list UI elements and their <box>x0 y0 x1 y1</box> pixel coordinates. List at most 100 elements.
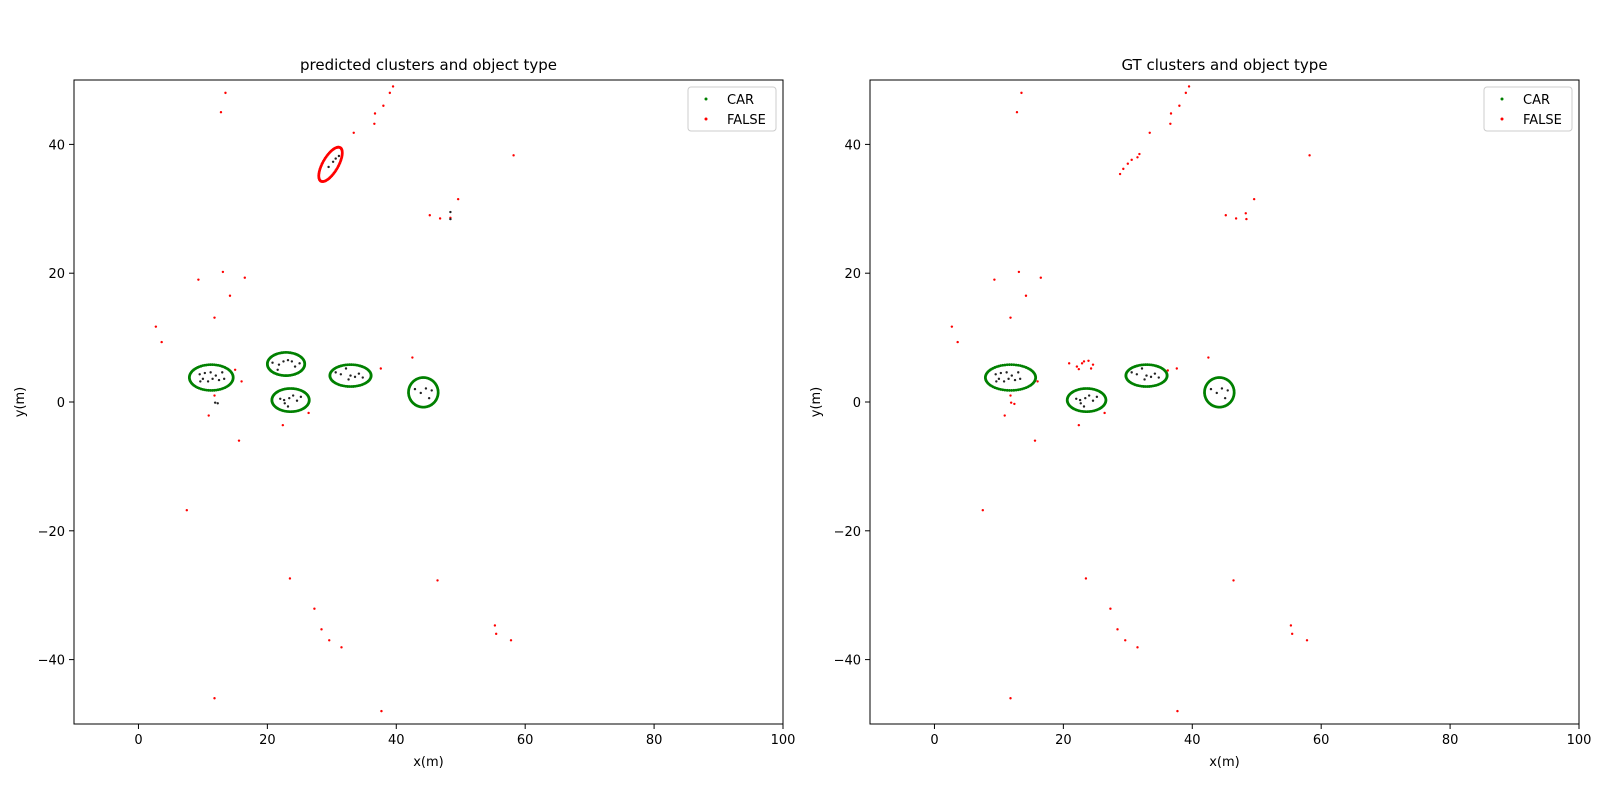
data-point <box>493 624 497 627</box>
data-point <box>1109 607 1112 610</box>
x-tick-label: 0 <box>930 733 938 748</box>
data-point <box>512 154 515 157</box>
data-point <box>224 91 227 95</box>
data-point <box>1020 91 1023 95</box>
series-cluster-points <box>198 154 452 408</box>
data-point <box>1153 372 1157 375</box>
data-point <box>340 646 343 649</box>
data-point <box>320 628 323 631</box>
data-point <box>291 394 295 397</box>
x-tick-label: 20 <box>1055 733 1072 748</box>
data-point <box>1077 367 1081 371</box>
data-point <box>1075 365 1079 368</box>
data-point <box>1089 367 1093 370</box>
data-point <box>1215 391 1218 395</box>
data-point <box>1095 395 1099 399</box>
data-point <box>1138 152 1141 156</box>
data-point <box>1033 439 1037 442</box>
data-point <box>981 508 984 512</box>
data-point <box>1013 378 1017 382</box>
data-point <box>328 639 331 642</box>
legend-box <box>687 86 777 132</box>
chart-panel-1: predicted clusters and object type 0 20 40 6… <box>13 56 795 770</box>
data-point <box>209 371 212 374</box>
data-point <box>1130 371 1133 374</box>
cluster-point <box>1104 397 1108 401</box>
cluster-point <box>1014 363 1018 367</box>
data-point <box>994 373 997 376</box>
data-point <box>1124 639 1127 642</box>
data-point <box>382 104 385 107</box>
data-point <box>1010 374 1013 377</box>
data-point <box>216 402 219 405</box>
data-point <box>1244 212 1247 215</box>
cluster-point <box>338 145 341 149</box>
data-point <box>1024 294 1028 297</box>
data-point <box>1082 405 1086 408</box>
data-point <box>1178 104 1181 107</box>
data-point <box>271 361 274 364</box>
x-tick-label: 0 <box>134 733 142 748</box>
x-tick-label: 100 <box>771 733 796 748</box>
y-tick-label: 0 <box>853 396 861 411</box>
data-point <box>1082 360 1086 363</box>
cluster-point <box>1001 363 1005 367</box>
cluster-point <box>1232 389 1236 393</box>
data-point <box>1080 362 1084 365</box>
data-point <box>243 276 246 279</box>
legend-label: FALSE <box>1523 113 1562 128</box>
data-point <box>1077 423 1081 427</box>
data-point <box>361 376 364 379</box>
data-point <box>494 632 498 636</box>
data-point <box>379 367 382 370</box>
data-point <box>203 371 207 375</box>
data-point <box>240 380 243 383</box>
data-point <box>391 85 395 88</box>
data-point <box>1308 154 1311 157</box>
cluster-outline-car <box>407 376 440 409</box>
data-point <box>217 378 221 382</box>
cluster-point <box>1010 363 1014 367</box>
cluster-outline-car <box>1203 376 1236 409</box>
legend-item: CAR <box>704 93 754 108</box>
cluster-point <box>1018 387 1022 391</box>
data-point <box>1009 316 1012 319</box>
x-tick-label: 40 <box>1184 733 1201 748</box>
data-point <box>197 278 200 281</box>
legend-marker <box>704 117 708 121</box>
data-point <box>997 377 1001 381</box>
series-false <box>154 85 515 713</box>
cluster-outline-car <box>328 363 373 388</box>
data-point <box>1169 112 1173 115</box>
data-point <box>1187 85 1191 88</box>
cluster-outline-car <box>270 387 311 414</box>
data-point <box>436 579 439 582</box>
data-point <box>1009 394 1012 397</box>
data-point <box>286 358 290 362</box>
data-point <box>950 325 954 328</box>
data-point <box>1003 414 1006 417</box>
data-point <box>1184 91 1188 95</box>
plot-area <box>73 79 784 725</box>
data-point <box>1078 398 1082 402</box>
cluster-point <box>1001 388 1005 392</box>
cluster-point <box>1007 363 1011 367</box>
data-point <box>214 374 217 377</box>
data-point <box>1234 217 1238 220</box>
data-point <box>228 294 232 297</box>
data-point <box>1084 577 1088 580</box>
data-point <box>299 395 303 399</box>
data-point <box>449 217 452 221</box>
data-point <box>1007 377 1010 381</box>
x-tick-label: 40 <box>388 733 405 748</box>
data-point <box>283 402 286 405</box>
cluster-point <box>307 397 311 401</box>
data-point <box>1039 276 1043 279</box>
x-tick-label: 60 <box>1313 733 1330 748</box>
data-point <box>1002 380 1006 383</box>
data-point <box>290 360 294 363</box>
data-point <box>373 112 377 115</box>
data-point <box>1005 371 1008 374</box>
cluster-outline-car <box>265 351 307 377</box>
data-point <box>201 377 205 381</box>
